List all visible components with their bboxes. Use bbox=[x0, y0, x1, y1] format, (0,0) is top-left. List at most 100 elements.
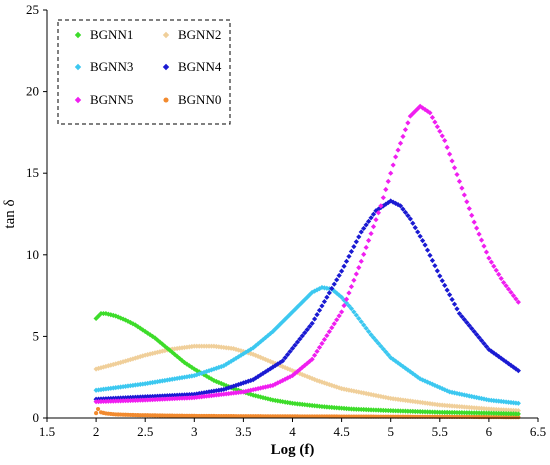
data-point bbox=[451, 165, 458, 171]
data-point bbox=[250, 387, 256, 393]
data-point bbox=[115, 314, 121, 320]
data-point bbox=[277, 362, 283, 369]
data-point bbox=[216, 387, 222, 393]
data-point bbox=[270, 359, 276, 366]
data-point bbox=[420, 377, 426, 383]
data-point bbox=[343, 296, 350, 302]
data-point bbox=[304, 327, 310, 333]
data-point bbox=[415, 106, 421, 112]
data-point bbox=[149, 333, 156, 339]
data-point bbox=[515, 299, 521, 305]
data-point bbox=[402, 209, 409, 215]
data-point bbox=[167, 347, 173, 353]
data-point bbox=[309, 320, 315, 326]
data-point bbox=[137, 354, 143, 360]
data-point bbox=[181, 374, 188, 380]
data-point bbox=[380, 195, 386, 201]
data-point bbox=[103, 386, 109, 392]
data-point bbox=[309, 356, 315, 362]
data-point bbox=[366, 237, 372, 244]
data-point bbox=[422, 242, 428, 248]
data-point bbox=[397, 140, 404, 146]
data-point bbox=[388, 170, 394, 176]
data-point bbox=[253, 375, 259, 381]
data-point bbox=[319, 340, 325, 347]
legend-label: BGNN5 bbox=[90, 92, 133, 107]
data-point bbox=[270, 328, 276, 335]
data-point bbox=[439, 278, 445, 284]
data-point bbox=[319, 303, 325, 309]
y-tick-label: 0 bbox=[33, 410, 40, 425]
legend-marker bbox=[162, 31, 170, 39]
data-point bbox=[118, 315, 124, 321]
data-point bbox=[275, 380, 281, 386]
data-point bbox=[248, 387, 254, 393]
data-point bbox=[250, 377, 256, 383]
x-tick-label: 4.5 bbox=[333, 424, 349, 439]
series-bgnn2 bbox=[93, 343, 521, 414]
data-point bbox=[363, 325, 369, 331]
data-point bbox=[343, 300, 350, 306]
data-point bbox=[400, 206, 406, 212]
data-point bbox=[378, 203, 384, 209]
series-bgnn4 bbox=[93, 198, 521, 402]
data-point bbox=[228, 390, 234, 396]
data-point bbox=[471, 219, 477, 225]
data-point bbox=[471, 328, 477, 335]
data-point bbox=[130, 356, 136, 362]
data-point bbox=[378, 343, 384, 349]
series-bgnn5 bbox=[93, 103, 521, 405]
data-point bbox=[432, 263, 438, 269]
data-point bbox=[405, 213, 411, 219]
legend-marker bbox=[74, 31, 82, 39]
data-point bbox=[260, 384, 266, 391]
data-point bbox=[358, 389, 364, 396]
data-point bbox=[375, 340, 382, 346]
data-point bbox=[211, 377, 217, 384]
data-point bbox=[329, 382, 335, 388]
data-point bbox=[476, 231, 482, 237]
data-point bbox=[194, 367, 200, 374]
data-point bbox=[361, 251, 367, 257]
data-point bbox=[218, 380, 224, 387]
data-point bbox=[172, 346, 178, 352]
data-point bbox=[145, 330, 151, 336]
data-point bbox=[515, 408, 521, 414]
y-tick-label: 20 bbox=[26, 84, 39, 99]
data-point bbox=[284, 352, 291, 358]
data-point bbox=[257, 385, 264, 391]
data-point bbox=[346, 303, 352, 309]
data-point bbox=[415, 229, 421, 235]
data-point bbox=[270, 382, 276, 388]
data-point bbox=[282, 355, 288, 361]
data-point bbox=[407, 216, 413, 222]
data-point bbox=[179, 357, 185, 364]
data-point bbox=[346, 290, 352, 296]
data-point bbox=[444, 402, 450, 409]
legend-label: BGNN1 bbox=[90, 27, 133, 42]
data-point bbox=[122, 358, 129, 364]
data-point bbox=[294, 339, 301, 345]
data-point bbox=[513, 400, 519, 406]
data-point bbox=[375, 206, 382, 212]
data-point bbox=[368, 215, 374, 221]
data-point bbox=[363, 390, 369, 397]
data-point bbox=[402, 127, 409, 133]
data-point bbox=[230, 383, 237, 389]
data-point bbox=[253, 352, 259, 358]
data-point bbox=[341, 302, 347, 309]
data-point bbox=[515, 368, 521, 374]
data-point bbox=[284, 314, 291, 320]
x-tick-label: 6.5 bbox=[530, 424, 546, 439]
data-point bbox=[437, 384, 443, 391]
data-point bbox=[449, 403, 455, 409]
data-point bbox=[471, 405, 477, 411]
data-point bbox=[449, 158, 455, 164]
data-point bbox=[459, 391, 465, 398]
data-point bbox=[164, 377, 170, 383]
data-point bbox=[405, 120, 411, 126]
data-point bbox=[461, 316, 467, 323]
x-tick-label: 5 bbox=[387, 424, 394, 439]
data-point bbox=[162, 343, 168, 349]
data-point bbox=[429, 257, 436, 264]
